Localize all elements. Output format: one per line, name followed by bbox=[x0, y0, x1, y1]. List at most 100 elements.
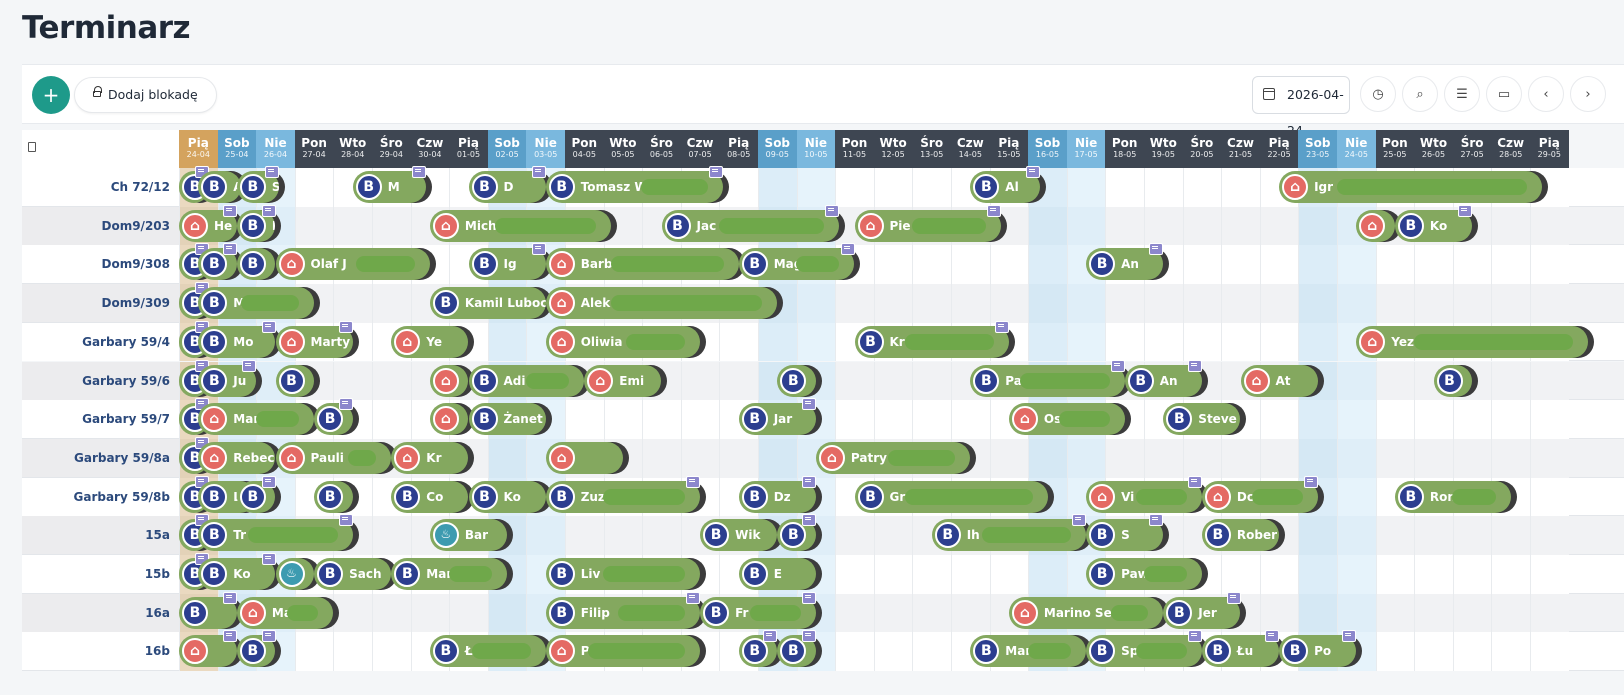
booking-bar[interactable]: B bbox=[1433, 364, 1473, 397]
booking-bar[interactable]: ⌂ Ma bbox=[236, 596, 334, 629]
booking-bar[interactable]: ♨ Bar bbox=[429, 519, 508, 552]
day-cell[interactable] bbox=[1144, 206, 1183, 246]
day-cell[interactable] bbox=[565, 516, 604, 555]
day-cell[interactable] bbox=[1414, 593, 1453, 633]
date-picker[interactable]: 2026-04-24 bbox=[1252, 76, 1350, 138]
day-cell[interactable] bbox=[796, 284, 836, 323]
booking-bar[interactable]: B Adi bbox=[468, 364, 585, 397]
message-icon[interactable] bbox=[840, 243, 855, 256]
message-icon[interactable] bbox=[265, 166, 280, 178]
booking-bar[interactable]: B Zuz bbox=[545, 480, 701, 513]
day-cell[interactable] bbox=[1337, 555, 1376, 594]
day-cell[interactable] bbox=[1337, 284, 1376, 323]
day-cell[interactable] bbox=[1298, 400, 1337, 439]
day-cell[interactable] bbox=[1491, 632, 1530, 672]
booking-bar[interactable]: ⌂ Pie bbox=[854, 209, 1002, 242]
day-cell[interactable] bbox=[1144, 322, 1183, 362]
day-cell[interactable] bbox=[333, 284, 372, 323]
day-cell[interactable] bbox=[951, 555, 990, 594]
day-cell[interactable] bbox=[796, 322, 836, 362]
day-cell[interactable] bbox=[1375, 245, 1415, 285]
day-cell[interactable] bbox=[1105, 284, 1144, 323]
day-cell[interactable] bbox=[1337, 593, 1376, 633]
day-cell[interactable] bbox=[1259, 322, 1299, 362]
booking-bar[interactable]: ⌂ Alek bbox=[545, 287, 778, 320]
booking-bar[interactable]: BA bbox=[198, 171, 241, 203]
day-cell[interactable] bbox=[1530, 361, 1569, 401]
day-cell[interactable] bbox=[1066, 168, 1106, 207]
day-cell[interactable] bbox=[1452, 516, 1492, 555]
day-cell[interactable] bbox=[1221, 322, 1260, 362]
day-cell[interactable] bbox=[835, 361, 874, 401]
booking-bar[interactable]: B bbox=[198, 248, 237, 281]
day-cell[interactable] bbox=[1298, 245, 1337, 285]
day-cell[interactable] bbox=[1337, 477, 1376, 517]
day-cell[interactable] bbox=[835, 632, 874, 672]
filter-button[interactable]: ☰ bbox=[1444, 76, 1480, 112]
day-cell[interactable] bbox=[333, 593, 372, 633]
message-icon[interactable] bbox=[531, 243, 546, 256]
day-cell[interactable] bbox=[873, 168, 913, 207]
booking-bar[interactable]: B Steve bbox=[1163, 403, 1241, 436]
day-cell[interactable] bbox=[1259, 400, 1299, 439]
day-cell[interactable] bbox=[989, 245, 1029, 285]
booking-bar[interactable]: B bbox=[179, 596, 237, 629]
day-cell[interactable] bbox=[372, 206, 411, 246]
day-cell[interactable] bbox=[1375, 632, 1415, 672]
add-block-button[interactable]: Dodaj blokadę bbox=[74, 77, 217, 113]
day-cell[interactable] bbox=[1452, 555, 1492, 594]
day-cell[interactable] bbox=[1530, 206, 1569, 246]
booking-bar[interactable]: B bbox=[777, 364, 816, 397]
message-icon[interactable] bbox=[1187, 475, 1202, 488]
day-cell[interactable] bbox=[1105, 168, 1144, 207]
room-label[interactable]: Dom9/308 bbox=[22, 245, 179, 284]
booking-bar[interactable]: ⌂ Marty bbox=[275, 325, 353, 358]
room-label[interactable]: Garbary 59/4 bbox=[22, 322, 179, 361]
day-cell[interactable] bbox=[1221, 168, 1260, 207]
booking-bar[interactable]: ⌂ Patry bbox=[815, 441, 971, 474]
day-cell[interactable] bbox=[758, 438, 797, 478]
day-cell[interactable] bbox=[1259, 438, 1299, 478]
message-icon[interactable] bbox=[801, 475, 816, 488]
booking-bar[interactable]: ⌂ Kr bbox=[391, 441, 469, 474]
day-cell[interactable] bbox=[873, 361, 913, 401]
day-cell[interactable] bbox=[873, 632, 913, 672]
day-cell[interactable] bbox=[1298, 555, 1337, 594]
day-cell[interactable] bbox=[1182, 284, 1222, 323]
day-cell[interactable] bbox=[1337, 361, 1376, 401]
booking-bar[interactable]: B Kamil Lubocki bbox=[429, 287, 546, 320]
day-cell[interactable] bbox=[1259, 206, 1299, 246]
previous-button[interactable]: ‹ bbox=[1528, 76, 1564, 112]
day-cell[interactable] bbox=[1028, 555, 1067, 594]
booking-bar[interactable]: ⌂ Do bbox=[1201, 480, 1318, 513]
day-cell[interactable] bbox=[873, 245, 913, 285]
day-cell[interactable] bbox=[951, 593, 990, 633]
message-icon[interactable] bbox=[1110, 359, 1125, 372]
message-icon[interactable] bbox=[801, 591, 816, 604]
day-cell[interactable] bbox=[642, 438, 681, 478]
booking-bar[interactable]: BLu bbox=[198, 480, 257, 513]
day-cell[interactable] bbox=[487, 593, 527, 633]
day-cell[interactable] bbox=[1298, 516, 1337, 555]
day-cell[interactable] bbox=[1452, 284, 1492, 323]
day-cell[interactable] bbox=[1182, 206, 1222, 246]
booking-bar[interactable]: B Ih bbox=[931, 519, 1087, 552]
booking-bar[interactable]: B Mag bbox=[738, 248, 855, 281]
booking-bar[interactable]: ⌂ Marino Se bbox=[1008, 596, 1164, 629]
room-label[interactable]: Ch 72/12 bbox=[22, 168, 179, 206]
message-icon[interactable] bbox=[1458, 204, 1473, 217]
message-icon[interactable] bbox=[261, 320, 276, 333]
room-label[interactable]: Dom9/203 bbox=[22, 206, 179, 245]
booking-bar[interactable]: ⌂ bbox=[1356, 209, 1395, 242]
search-button[interactable]: ⌕ bbox=[1402, 76, 1438, 112]
booking-bar[interactable]: ⌂ Ye bbox=[391, 325, 469, 358]
day-cell[interactable] bbox=[1259, 555, 1299, 594]
day-cell[interactable] bbox=[989, 555, 1029, 594]
day-cell[interactable] bbox=[873, 555, 913, 594]
day-cell[interactable] bbox=[1375, 593, 1415, 633]
day-cell[interactable] bbox=[912, 168, 951, 207]
day-cell[interactable] bbox=[372, 632, 411, 672]
day-cell[interactable] bbox=[1337, 245, 1376, 285]
